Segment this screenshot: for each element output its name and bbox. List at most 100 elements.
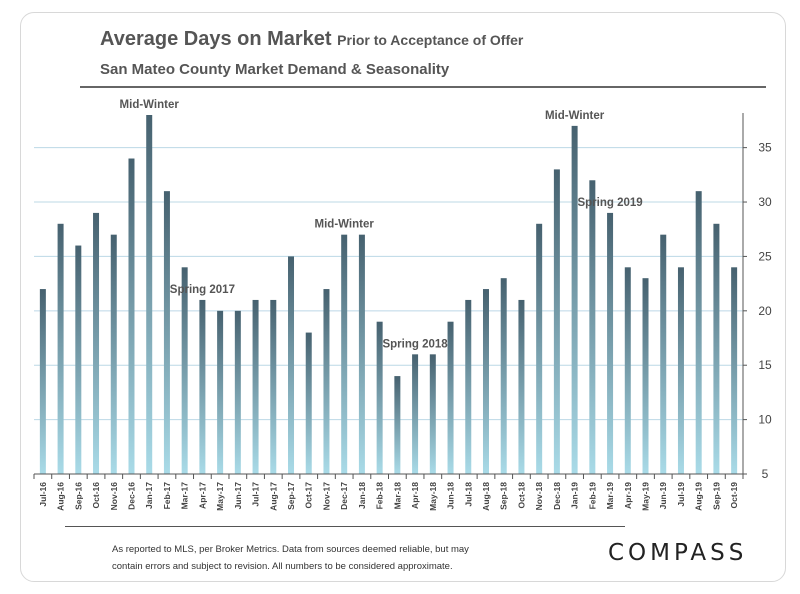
annotation-label: Spring 2018 (382, 338, 448, 350)
bar-Mar-17 (181, 267, 188, 474)
bar-Dec-16 (128, 158, 135, 475)
bar-Jan-17 (146, 115, 153, 474)
bar-Jun-17 (234, 310, 241, 474)
x-tick-label: Dec-16 (126, 482, 136, 510)
y-tick-label: 15 (758, 358, 772, 372)
bar-Apr-17 (199, 299, 206, 474)
x-tick-label: Jul-16 (38, 482, 48, 507)
bar-Mar-19 (607, 212, 614, 474)
x-tick-label: Aug-19 (694, 482, 704, 511)
y-tick-label: 10 (758, 413, 772, 427)
bar-Aug-18 (482, 289, 489, 474)
bar-Apr-18 (412, 354, 419, 474)
chart-subtitle: San Mateo County Market Demand & Seasona… (100, 61, 450, 78)
bar-Dec-17 (341, 234, 348, 474)
x-tick-label: Feb-19 (587, 482, 597, 510)
bar-Feb-17 (163, 191, 170, 474)
chart-title-main: Average Days on Market (100, 28, 332, 50)
bar-Nov-17 (323, 289, 330, 474)
x-tick-label: Oct-17 (304, 482, 314, 509)
annotation-label: Mid-Winter (545, 110, 605, 122)
bar-Sep-18 (500, 278, 507, 474)
x-tick-label: Sep-16 (73, 482, 83, 510)
annotation-label: Mid-Winter (315, 219, 375, 231)
source-note-line2: contain errors and subject to revision. … (112, 561, 453, 572)
bar-Jul-17 (252, 299, 259, 474)
bar-Nov-16 (110, 234, 117, 474)
annotation-label: Spring 2017 (170, 284, 235, 296)
x-tick-label: Feb-17 (162, 482, 172, 510)
y-tick-label: 25 (758, 249, 772, 263)
x-tick-label: Jan-17 (144, 482, 154, 509)
bar-Oct-17 (305, 332, 312, 474)
bar-Apr-19 (624, 267, 631, 474)
bar-Aug-17 (270, 299, 277, 474)
axes: 5 10 15 20 25 30 35 Jul-16 Aug-16 Sep-16 Oct-16 Nov… (33, 113, 772, 511)
chart-title-suffix: Prior to Acceptance of Offer (337, 32, 524, 48)
x-tick-label: Aug-17 (268, 482, 278, 511)
bar-Oct-18 (518, 299, 525, 474)
annotation-label: Spring 2019 (577, 197, 642, 209)
x-tick-label: Oct-19 (729, 482, 739, 509)
bar-Jan-18 (358, 234, 365, 474)
bar-Nov-18 (536, 223, 543, 474)
bar-Sep-19 (713, 223, 720, 474)
bar-May-18 (429, 354, 436, 474)
x-tick-label: Jan-18 (357, 482, 367, 509)
x-tick-label: Jun-18 (446, 482, 456, 510)
x-tick-label: Jul-18 (463, 482, 473, 507)
bar-Dec-18 (553, 169, 560, 475)
bar-Aug-19 (695, 191, 702, 474)
brand-logo: COMPASS (608, 540, 748, 566)
x-tick-label: Nov-17 (321, 482, 331, 511)
x-tick-label: May-18 (428, 482, 438, 511)
source-note-line1: As reported to MLS, per Broker Metrics. … (112, 544, 469, 555)
y-tick-label: 30 (758, 195, 772, 209)
bar-May-17 (217, 310, 224, 474)
y-tick-label: 5 (762, 467, 769, 481)
x-tick-label: Dec-17 (339, 482, 349, 510)
bar-Jul-16 (39, 289, 46, 474)
title-divider (80, 86, 766, 88)
source-note: As reported to MLS, per Broker Metrics. … (112, 541, 469, 575)
x-tick-label: Oct-18 (516, 482, 526, 509)
x-tick-label: Jul-19 (676, 482, 686, 507)
x-tick-label: Nov-18 (534, 482, 544, 511)
x-tick-label: May-17 (215, 482, 225, 511)
bar-Jan-19 (571, 125, 578, 474)
x-tick-label: Jul-17 (251, 482, 261, 507)
x-tick-label: Sep-18 (499, 482, 509, 510)
gridlines (34, 147, 743, 421)
y-tick-label: 35 (758, 141, 772, 155)
x-tick-label: Aug-18 (481, 482, 491, 511)
x-tick-label: Oct-16 (91, 482, 101, 509)
bar-Jul-18 (465, 299, 472, 474)
x-tick-label: Mar-18 (392, 482, 402, 510)
bar-Aug-16 (57, 223, 64, 474)
x-tick-label: Jan-19 (570, 482, 580, 509)
bar-Jul-19 (677, 267, 684, 474)
x-tick-label: Jun-17 (233, 482, 243, 510)
bars (39, 115, 738, 475)
bar-Sep-16 (75, 245, 82, 474)
bar-Oct-16 (93, 212, 100, 474)
bar-Feb-19 (589, 180, 596, 475)
bar-Sep-17 (288, 256, 295, 474)
x-tick-label: Apr-19 (623, 482, 633, 509)
x-tick-label: Nov-16 (109, 482, 119, 511)
x-tick-label: Sep-17 (286, 482, 296, 510)
labels: Mid-Winter Spring 2017 Mid-Winter Spring 20… (120, 99, 643, 350)
x-tick-label: May-19 (641, 482, 651, 511)
bar-Oct-19 (731, 267, 738, 474)
x-tick-label: Apr-18 (410, 482, 420, 509)
x-tick-label: Aug-16 (56, 482, 66, 511)
bar-May-19 (642, 278, 649, 474)
x-tick-label: Apr-17 (197, 482, 207, 509)
x-tick-label: Mar-17 (180, 482, 190, 510)
x-tick-label: Feb-18 (375, 482, 385, 510)
x-tick-label: Sep-19 (711, 482, 721, 510)
x-tick-label: Dec-18 (552, 482, 562, 510)
bar-Mar-18 (394, 376, 401, 474)
annotation-label: Mid-Winter (120, 99, 180, 111)
